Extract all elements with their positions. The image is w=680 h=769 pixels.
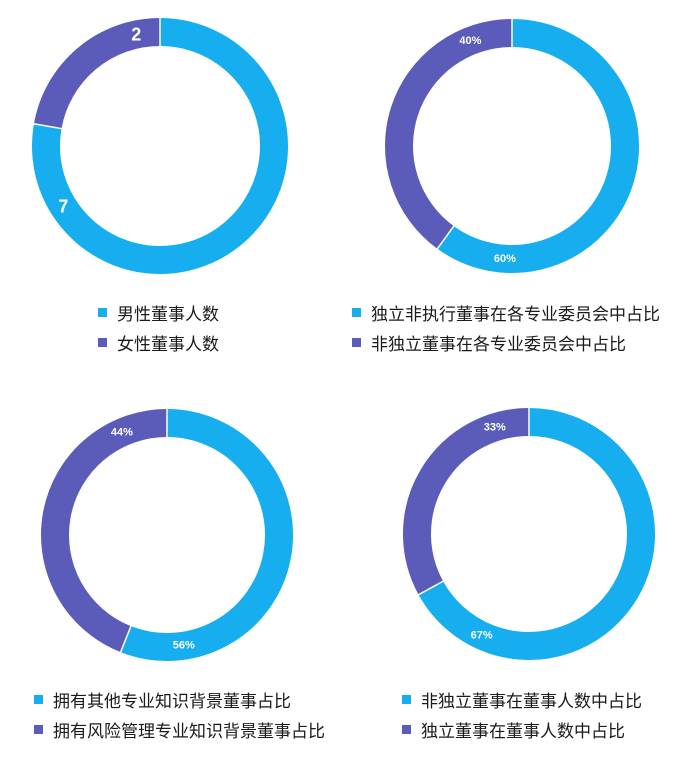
legend-item: 独立非执行董事在各专业委员会中占比 — [352, 297, 660, 327]
legend-4: 非独立董事在董事人数中占比 独立董事在董事人数中占比 — [402, 684, 642, 744]
legend-2: 独立非执行董事在各专业委员会中占比 非独立董事在各专业委员会中占比 — [352, 297, 660, 357]
donut-slice-2 — [41, 409, 168, 653]
donut-chart-4: 67% 33% — [340, 390, 680, 680]
legend-swatch-secondary — [98, 337, 107, 347]
legend-label: 拥有风险管理专业知识背景董事占比 — [53, 721, 325, 742]
donut-slice-2 — [403, 408, 530, 595]
legend-swatch-secondary — [34, 724, 43, 734]
legend-item: 非独立董事在各专业委员会中占比 — [352, 327, 660, 357]
donut-svg: 60% 40% — [385, 18, 639, 273]
data-label-2: 40% — [459, 35, 481, 47]
legend-label: 女性董事人数 — [117, 334, 219, 355]
slice-separator — [32, 122, 63, 130]
donut-slice-2 — [385, 19, 513, 249]
legend-label: 独立非执行董事在各专业委员会中占比 — [371, 304, 660, 325]
data-label-2: 33% — [484, 421, 506, 433]
data-label-1: 67% — [471, 629, 493, 641]
data-label-2: 44% — [111, 426, 133, 438]
legend-label: 独立董事在董事人数中占比 — [421, 721, 625, 742]
data-label-1: 56% — [173, 640, 195, 652]
legend-item: 非独立董事在董事人数中占比 — [402, 684, 642, 714]
donut-slice-1 — [418, 408, 655, 660]
legend-swatch-primary — [352, 307, 361, 317]
legend-label: 非独立董事在董事人数中占比 — [421, 691, 642, 712]
donut-slice-2 — [33, 18, 161, 130]
donut-chart-2: 60% 40% — [340, 0, 680, 300]
legend-label: 非独立董事在各专业委员会中占比 — [371, 334, 626, 355]
data-label-1: 60% — [494, 253, 516, 265]
legend-item: 拥有其他专业知识背景董事占比 — [34, 684, 325, 714]
legend-label: 男性董事人数 — [117, 304, 219, 325]
donut-svg: 56% 44% — [41, 408, 293, 661]
legend-item: 独立董事在董事人数中占比 — [402, 714, 642, 744]
legend-3: 拥有其他专业知识背景董事占比 拥有风险管理专业知识背景董事占比 — [34, 684, 325, 744]
legend-item: 拥有风险管理专业知识背景董事占比 — [34, 714, 325, 744]
legend-swatch-primary — [402, 694, 411, 704]
legend-item: 男性董事人数 — [98, 297, 219, 327]
legend-swatch-secondary — [402, 724, 411, 734]
donut-svg: 72 — [32, 17, 288, 274]
slice-separator — [417, 580, 445, 596]
legend-swatch-primary — [34, 694, 43, 704]
donut-svg: 67% 33% — [403, 407, 655, 660]
data-label-1: 7 — [58, 196, 68, 216]
legend-swatch-primary — [98, 307, 107, 317]
slice-separator — [119, 624, 132, 654]
legend-1: 男性董事人数 女性董事人数 — [98, 297, 219, 357]
legend-item: 女性董事人数 — [98, 327, 219, 357]
legend-swatch-secondary — [352, 337, 361, 347]
donut-slice-1 — [120, 409, 293, 661]
donut-chart-3: 56% 44% — [0, 390, 340, 680]
donut-slice-1 — [437, 19, 639, 273]
legend-label: 拥有其他专业知识背景董事占比 — [53, 691, 291, 712]
donut-slice-1 — [32, 18, 288, 274]
data-label-2: 2 — [131, 24, 141, 44]
slice-separator — [436, 224, 456, 250]
